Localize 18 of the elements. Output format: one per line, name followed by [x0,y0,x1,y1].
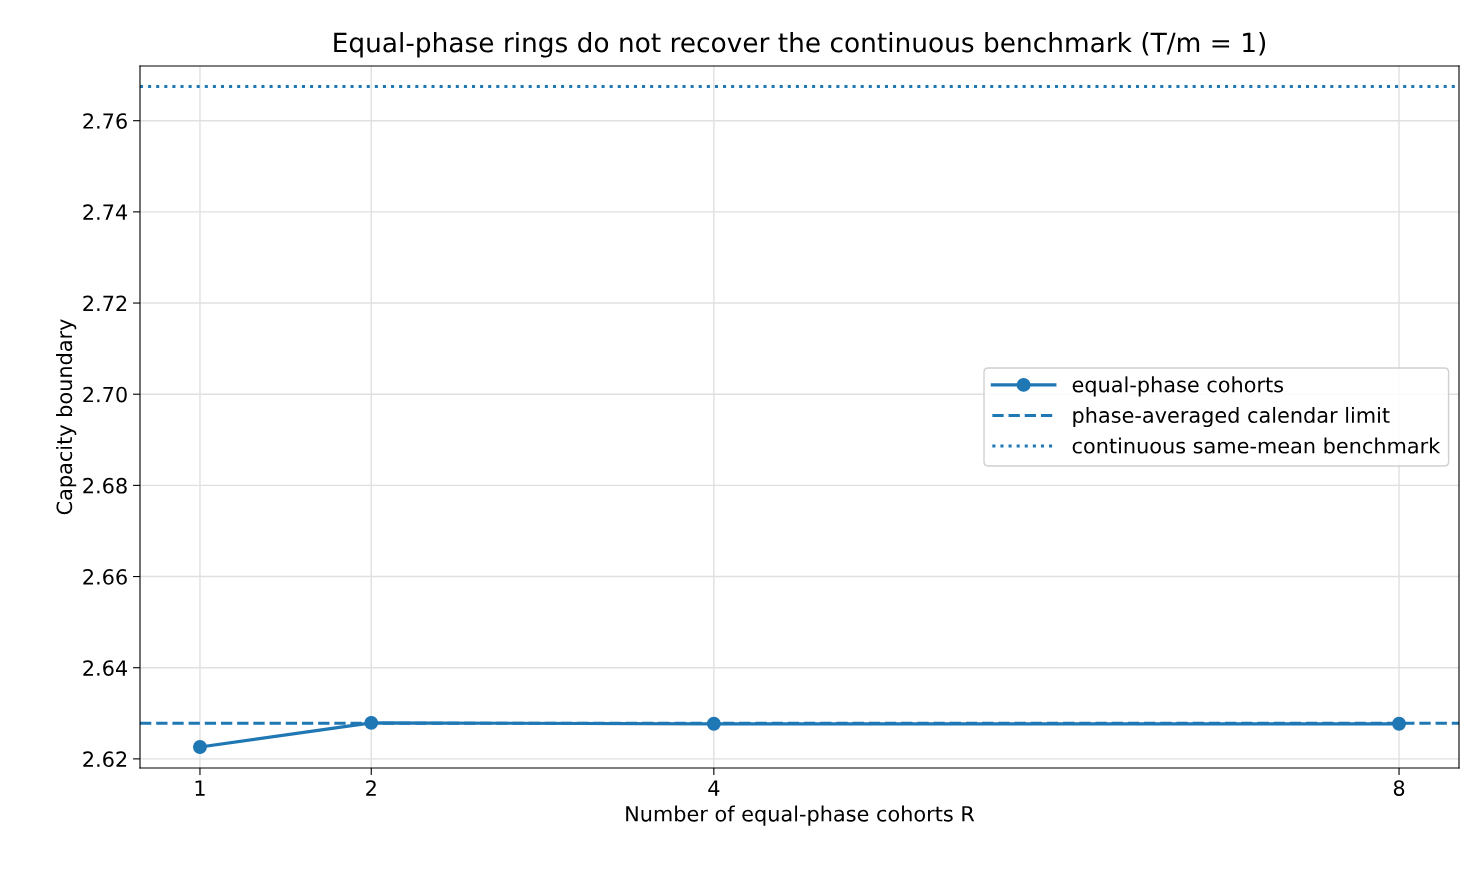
legend-label: continuous same-mean benchmark [1072,437,1441,454]
legend-label: equal-phase cohorts [1072,376,1284,397]
x-tick-label: 1 [195,780,205,796]
x-tick-label: 8 [1393,780,1405,796]
y-tick-label: 2.64 [83,660,128,676]
y-axis-title: Capacity boundary [56,319,77,515]
y-tick-label: 2.68 [83,477,127,494]
y-tick-label: 2.70 [83,386,127,403]
x-tick-label: 2 [366,780,376,796]
x-axis-title: Number of equal-phase cohorts R [626,805,975,826]
legend-label: phase-averaged calendar limit [1073,406,1390,428]
y-tick-label: 2.66 [83,569,127,585]
y-tick-label: 2.76 [83,113,127,129]
y-tick-label: 2.72 [83,295,127,311]
x-tick-label: 4 [708,780,720,796]
y-tick-label: 2.62 [83,751,127,768]
y-tick-label: 2.74 [83,204,128,220]
chart-title: Equal-phase rings do not recover the continuous benchmark (T/m = 1) [334,32,1266,58]
